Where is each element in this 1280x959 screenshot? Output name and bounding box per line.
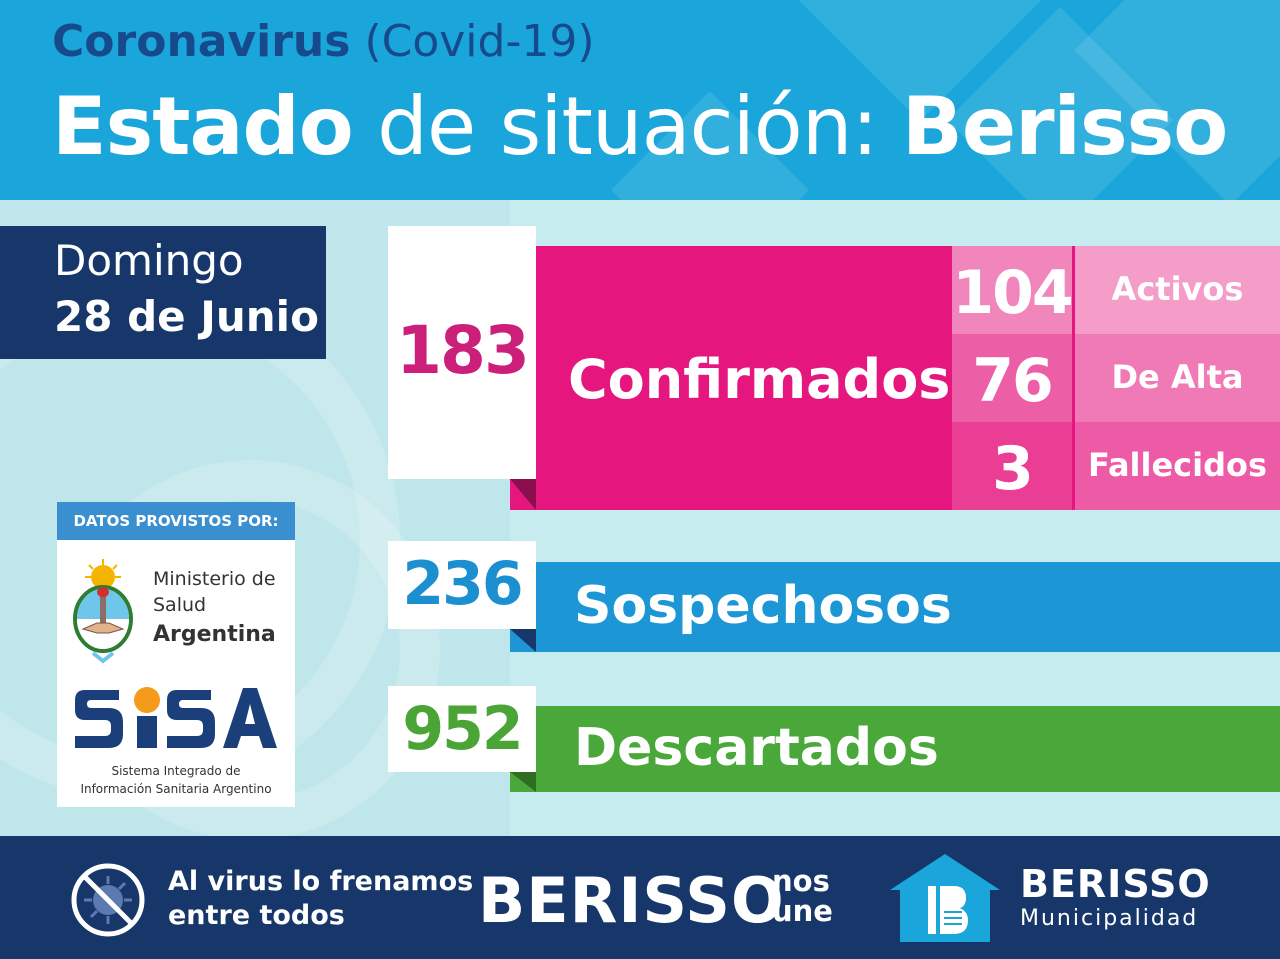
- campaign-logo-une: une: [772, 894, 833, 928]
- fallecidos-label-bg: [1075, 422, 1280, 510]
- date-day: 28 de Junio: [54, 292, 319, 341]
- data-provider-card: DATOS PROVISTOS POR: Ministerio de Salud…: [57, 502, 295, 807]
- title-rest: de situación:: [377, 80, 878, 173]
- page-title: Estado de situación: Berisso: [52, 80, 1228, 173]
- argentina-coat-of-arms-icon: [73, 559, 133, 664]
- sisa-line-1: Sistema Integrado de: [111, 764, 241, 778]
- fallecidos-number: 3: [992, 434, 1034, 504]
- subtitle-rest: (Covid-19): [364, 16, 595, 67]
- activos-number: 104: [952, 258, 1073, 328]
- footer: [0, 836, 1280, 959]
- discarded-label: Descartados: [574, 718, 939, 778]
- suspected-label: Sospechosos: [574, 576, 952, 636]
- discarded-number: 952: [402, 694, 523, 764]
- municipality-name: BERISSO: [1020, 862, 1211, 906]
- title-bold-1: Estado: [52, 80, 354, 173]
- ministry-line-2: Salud: [153, 594, 207, 616]
- activos-label: Activos: [1111, 270, 1244, 308]
- date-box: [0, 226, 326, 359]
- fallecidos-label: Fallecidos: [1087, 446, 1268, 484]
- alta-label-bg: [1075, 334, 1280, 422]
- header-subtitle: Coronavirus (Covid-19): [52, 16, 595, 67]
- alta-number-bg: [952, 334, 1072, 422]
- confirmed-number-box: [388, 226, 536, 479]
- activos-label-bg: [1075, 246, 1280, 334]
- sisa-logo: [75, 687, 277, 748]
- no-virus-icon: [71, 863, 145, 937]
- suspected-fold: [510, 629, 536, 652]
- suspected-number-box: [388, 541, 536, 629]
- slogan-line-2: entre todos: [168, 900, 345, 931]
- provider-header: DATOS PROVISTOS POR:: [57, 502, 295, 540]
- date-weekday: Domingo: [54, 236, 244, 285]
- municipality-subtitle: Municipalidad: [1020, 906, 1199, 931]
- header-banner: Coronavirus (Covid-19) Estado de situaci…: [0, 0, 1280, 200]
- campaign-logo-nos: nos: [772, 864, 830, 898]
- municipality-house-logo: [890, 854, 1000, 942]
- sisa-line-2: Información Sanitaria Argentino: [80, 782, 272, 796]
- confirmed-label: Confirmados: [568, 348, 951, 411]
- alta-number: 76: [972, 346, 1054, 416]
- fallecidos-number-bg: [952, 422, 1072, 510]
- suspected-bar: [510, 562, 1280, 652]
- campaign-logo-word: BERISSO: [478, 864, 785, 937]
- confirmed-fold: [510, 479, 536, 510]
- activos-number-bg: [952, 246, 1072, 334]
- suspected-number: 236: [402, 549, 523, 619]
- discarded-fold: [510, 772, 536, 792]
- ministry-line-1: Ministerio de: [153, 568, 276, 590]
- alta-label: De Alta: [1111, 358, 1244, 396]
- confirmed-number: 183: [396, 312, 530, 389]
- discarded-number-box: [388, 686, 536, 772]
- title-bold-2: Berisso: [901, 80, 1228, 173]
- subtitle-bold: Coronavirus: [52, 16, 351, 67]
- slogan-line-1: Al virus lo frenamos: [168, 866, 474, 897]
- ministry-line-3: Argentina: [153, 622, 276, 647]
- discarded-bar: [510, 706, 1280, 792]
